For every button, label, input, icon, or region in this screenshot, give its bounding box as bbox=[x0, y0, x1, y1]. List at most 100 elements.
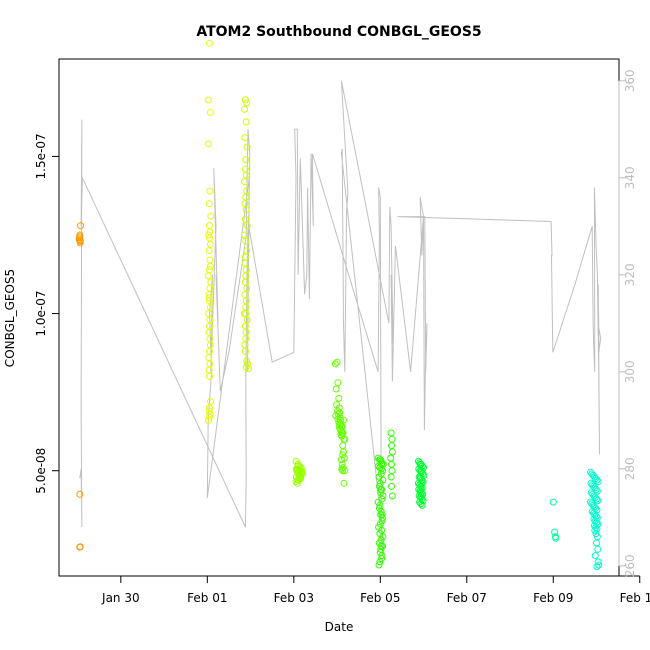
series-group bbox=[292, 457, 306, 487]
y-tick-label: 1.0e-07 bbox=[34, 291, 48, 337]
data-point bbox=[243, 99, 251, 107]
data-point bbox=[594, 478, 602, 486]
data-point bbox=[204, 96, 212, 104]
x-tick-label: Jan 30 bbox=[101, 591, 140, 605]
data-point bbox=[242, 206, 250, 214]
data-point bbox=[379, 514, 386, 522]
data-point bbox=[387, 429, 395, 437]
data-point bbox=[378, 460, 386, 468]
plot-area bbox=[75, 39, 603, 571]
data-point bbox=[591, 526, 599, 534]
data-point bbox=[242, 193, 250, 201]
data-point bbox=[591, 552, 599, 560]
secondary-series-line bbox=[79, 80, 602, 557]
data-point bbox=[594, 545, 602, 553]
data-point bbox=[335, 394, 343, 402]
data-point bbox=[387, 454, 395, 462]
data-point bbox=[241, 134, 249, 142]
data-point bbox=[377, 545, 385, 553]
data-point bbox=[243, 316, 251, 324]
data-point bbox=[378, 511, 386, 519]
data-point bbox=[337, 431, 345, 439]
data-point bbox=[418, 501, 426, 509]
chart-title: ATOM2 Southbound CONBGL_GEOS5 bbox=[196, 24, 481, 40]
data-point bbox=[334, 407, 341, 415]
y2-tick-label: 340 bbox=[623, 166, 637, 189]
data-point bbox=[593, 495, 600, 503]
y2-tick-label: 360 bbox=[623, 69, 637, 92]
data-point bbox=[388, 460, 395, 468]
data-point bbox=[388, 435, 396, 443]
data-point bbox=[388, 467, 396, 475]
data-point bbox=[206, 187, 214, 195]
data-point bbox=[375, 561, 383, 569]
data-point bbox=[549, 498, 557, 506]
data-point bbox=[241, 178, 248, 186]
data-point bbox=[594, 497, 602, 505]
data-point bbox=[378, 552, 386, 560]
data-point bbox=[204, 272, 212, 280]
data-point bbox=[206, 398, 214, 406]
data-point bbox=[243, 222, 251, 230]
data-point bbox=[241, 291, 249, 299]
series-group bbox=[204, 39, 215, 424]
data-point bbox=[376, 501, 384, 509]
data-point bbox=[206, 413, 213, 421]
data-point bbox=[333, 358, 341, 366]
data-point bbox=[206, 240, 214, 248]
data-point bbox=[243, 247, 251, 255]
data-point bbox=[340, 454, 348, 462]
data-point bbox=[242, 118, 250, 126]
data-point bbox=[243, 143, 251, 151]
data-point bbox=[205, 231, 213, 239]
data-point bbox=[242, 156, 250, 164]
data-point bbox=[76, 543, 84, 551]
x-axis-label: Date bbox=[325, 620, 354, 634]
data-point bbox=[593, 563, 601, 571]
data-point bbox=[241, 215, 249, 223]
data-point bbox=[331, 360, 339, 368]
data-point bbox=[206, 360, 214, 368]
data-point bbox=[294, 468, 302, 476]
data-point bbox=[341, 467, 349, 475]
data-point bbox=[241, 278, 249, 286]
plot-frame bbox=[58, 58, 620, 577]
y-tick-label: 5.0e-08 bbox=[34, 448, 48, 494]
data-point bbox=[241, 105, 248, 113]
data-point bbox=[340, 479, 348, 487]
data-point bbox=[244, 365, 252, 373]
data-point bbox=[205, 200, 213, 208]
data-point bbox=[295, 471, 303, 479]
data-point bbox=[377, 470, 385, 478]
data-point bbox=[377, 489, 385, 497]
data-point bbox=[552, 534, 560, 542]
data-point bbox=[594, 558, 602, 566]
data-point bbox=[205, 416, 213, 424]
y2-tick-label: 300 bbox=[623, 360, 637, 383]
data-point bbox=[241, 96, 249, 104]
y2-tick-label: 260 bbox=[623, 554, 637, 577]
data-point bbox=[242, 237, 250, 245]
data-point bbox=[379, 533, 387, 541]
data-point bbox=[241, 341, 249, 349]
x-tick-label: Feb 09 bbox=[533, 591, 573, 605]
data-point bbox=[376, 558, 384, 566]
data-point bbox=[294, 460, 302, 468]
data-point bbox=[339, 467, 347, 475]
data-point bbox=[388, 448, 396, 456]
x-tick-label: Feb 11 bbox=[620, 591, 650, 605]
data-point bbox=[207, 212, 215, 220]
data-point bbox=[295, 464, 303, 472]
data-point bbox=[206, 262, 214, 270]
data-point bbox=[243, 284, 251, 292]
data-point bbox=[377, 486, 385, 494]
data-point bbox=[376, 456, 384, 464]
data-point bbox=[205, 140, 213, 148]
data-point bbox=[551, 528, 559, 536]
y-axis-label: CONBGL_GEOS5 bbox=[3, 269, 17, 367]
data-point bbox=[206, 108, 214, 116]
data-point bbox=[77, 222, 85, 230]
data-point bbox=[242, 363, 250, 371]
x-tick-label: Feb 05 bbox=[360, 591, 400, 605]
